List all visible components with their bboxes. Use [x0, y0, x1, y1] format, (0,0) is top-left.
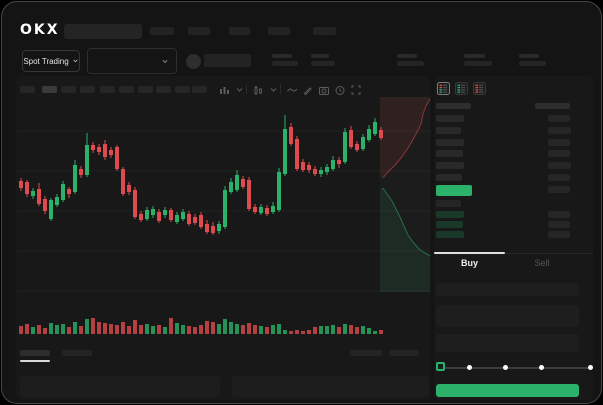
indicators-icon[interactable]	[218, 84, 230, 96]
ask-price-skeleton	[436, 138, 464, 146]
bid-price-skeleton	[436, 200, 461, 207]
ask-amount-skeleton	[548, 115, 570, 122]
stat-value-skeleton	[311, 61, 335, 66]
ask-amount-skeleton	[548, 162, 571, 170]
pair-name-skeleton	[204, 54, 251, 67]
market-type-dropdown[interactable]: Spot Trading	[22, 50, 80, 72]
stat-value-skeleton	[464, 61, 492, 66]
bottom-control-skeleton[interactable]	[389, 350, 419, 356]
bid-price-skeleton	[436, 221, 463, 228]
bid-price-skeleton	[436, 231, 464, 238]
nav-item-skeleton[interactable]	[229, 27, 250, 35]
market-type-label: Spot Trading	[23, 56, 69, 66]
orderbook-header-skeleton	[436, 103, 471, 109]
camera-icon[interactable]	[318, 84, 330, 96]
nav-item-skeleton[interactable]	[268, 27, 290, 35]
chevron-down-icon[interactable]	[268, 84, 280, 96]
ask-price-skeleton	[436, 115, 464, 122]
tab-buy[interactable]: Buy	[460, 258, 478, 268]
slider-stop-dot[interactable]	[502, 365, 508, 370]
buy-button[interactable]	[436, 384, 579, 397]
interval-button-skeleton[interactable]	[138, 86, 153, 93]
bid-amount-skeleton	[548, 221, 570, 228]
buy-tab-underline	[434, 251, 505, 254]
bottom-panel-skeleton	[20, 376, 220, 397]
slider-stop-dot[interactable]	[466, 365, 472, 370]
interval-button-skeleton[interactable]	[119, 86, 134, 93]
bid-price-skeleton	[436, 211, 464, 218]
ask-amount-skeleton	[548, 138, 570, 146]
bid-amount-skeleton	[548, 211, 570, 218]
nav-item-skeleton[interactable]	[313, 27, 336, 35]
stat-value-skeleton	[272, 61, 298, 66]
stat-label-skeleton	[464, 54, 485, 58]
orderbook-all-icon[interactable]	[437, 82, 450, 95]
stat-label-skeleton	[311, 54, 329, 58]
ask-amount-skeleton	[548, 186, 570, 193]
bottom-tab-skeleton[interactable]	[20, 350, 50, 356]
tab-sell[interactable]: Sell	[534, 258, 550, 268]
stat-label-skeleton	[272, 54, 292, 58]
trade-input-field[interactable]	[436, 283, 579, 296]
bottom-tab-skeleton[interactable]	[62, 350, 92, 356]
trade-input-field[interactable]	[436, 334, 579, 352]
trade-input-field[interactable]	[436, 305, 579, 327]
ask-amount-skeleton	[548, 150, 570, 158]
bottom-tab-underline	[20, 360, 50, 362]
interval-button-skeleton[interactable]	[42, 86, 57, 93]
amount-slider-track[interactable]	[439, 367, 590, 369]
slider-stop-dot[interactable]	[539, 365, 545, 370]
okx-logo[interactable]: OKX	[20, 22, 60, 38]
interval-button-skeleton[interactable]	[80, 86, 95, 93]
draw-tool-icon[interactable]	[302, 84, 314, 96]
interval-button-skeleton[interactable]	[100, 86, 115, 93]
chart-card	[16, 76, 431, 400]
orderbook-bids-icon[interactable]	[455, 82, 468, 95]
ask-amount-skeleton	[548, 174, 570, 181]
search-input[interactable]	[64, 24, 142, 39]
ask-price-skeleton	[436, 174, 462, 181]
bottom-panel-skeleton	[232, 376, 429, 397]
nav-item-skeleton[interactable]	[150, 27, 174, 35]
line-tool-icon[interactable]	[286, 84, 298, 96]
stat-value-skeleton	[397, 61, 424, 66]
ask-price-skeleton	[436, 126, 461, 134]
chevron-down-icon[interactable]	[234, 84, 246, 96]
trade-tabs-divider	[434, 253, 593, 254]
orderbook-asks-icon[interactable]	[473, 82, 486, 95]
ask-price-skeleton	[436, 162, 464, 170]
stat-label-skeleton	[519, 54, 539, 58]
chevron-down-icon	[73, 59, 78, 63]
interval-button-skeleton[interactable]	[20, 86, 35, 93]
coin-icon	[186, 54, 201, 69]
history-icon[interactable]	[334, 84, 346, 96]
ask-amount-skeleton	[548, 126, 571, 134]
slider-stop-dot[interactable]	[587, 365, 593, 370]
bottom-control-skeleton[interactable]	[350, 350, 382, 356]
pair-select-dropdown[interactable]	[87, 48, 177, 74]
amount-slider-handle[interactable]	[436, 362, 445, 371]
ask-price-skeleton	[436, 150, 463, 158]
bid-amount-skeleton	[548, 231, 570, 238]
stat-label-skeleton	[397, 54, 417, 58]
chevron-down-icon	[162, 59, 168, 63]
interval-button-skeleton[interactable]	[175, 86, 190, 93]
interval-button-skeleton[interactable]	[61, 86, 76, 93]
interval-icon[interactable]	[252, 84, 264, 96]
interval-button-skeleton[interactable]	[156, 86, 171, 93]
stat-value-skeleton	[519, 61, 546, 66]
last-price-badge[interactable]	[436, 185, 472, 196]
fullscreen-icon[interactable]	[350, 84, 362, 96]
toolbar-divider	[280, 84, 281, 94]
nav-item-skeleton[interactable]	[188, 27, 210, 35]
interval-button-skeleton[interactable]	[192, 86, 207, 93]
toolbar-divider	[246, 84, 247, 94]
orderbook-header-skeleton	[535, 103, 570, 109]
